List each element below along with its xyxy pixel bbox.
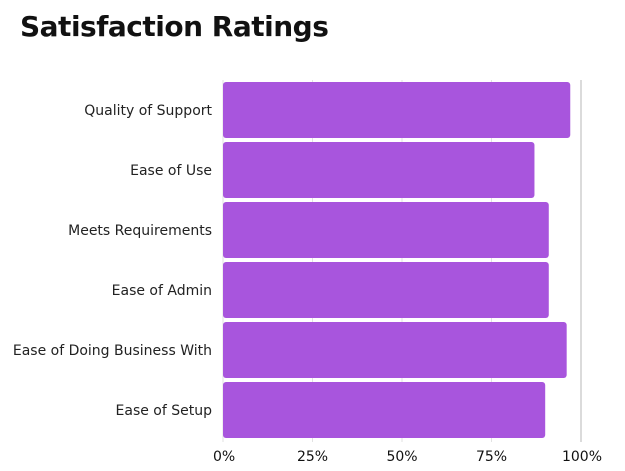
x-tick-label: 50% <box>386 449 417 465</box>
bar <box>223 82 571 138</box>
category-label: Ease of Use <box>130 163 212 179</box>
category-label: Quality of Support <box>84 103 212 119</box>
bar <box>223 322 567 378</box>
bar <box>223 202 549 258</box>
x-axis-ticks: 0% 25% 50% 75% 100% <box>213 449 602 465</box>
category-label: Meets Requirements <box>68 223 212 239</box>
x-tick-label: 75% <box>476 449 507 465</box>
x-tick-label: 25% <box>297 449 328 465</box>
category-label: Ease of Doing Business With <box>13 343 212 359</box>
category-labels: Quality of Support Ease of Use Meets Requi… <box>13 103 213 419</box>
grid-lines <box>222 80 582 442</box>
bar <box>223 142 535 198</box>
category-label: Ease of Setup <box>116 403 213 419</box>
x-tick-label: 0% <box>213 449 235 465</box>
category-label: Ease of Admin <box>112 283 212 299</box>
chart-title: Satisfaction Ratings <box>20 10 329 43</box>
x-tick-label: 100% <box>562 449 602 465</box>
bar <box>223 262 549 318</box>
bars <box>223 82 571 438</box>
bar <box>223 382 546 438</box>
